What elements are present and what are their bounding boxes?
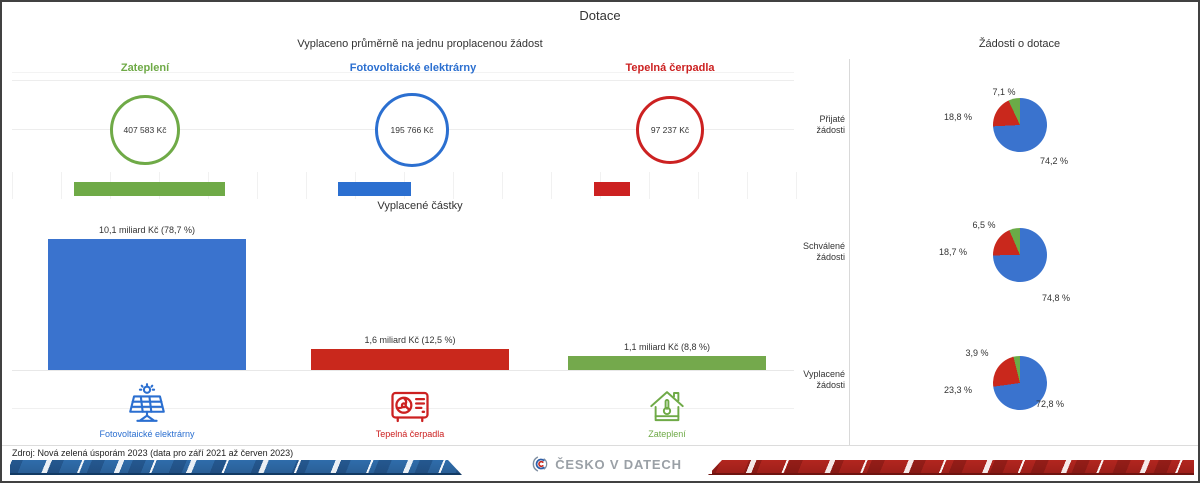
- pie3-red-label: 23,3 %: [943, 385, 972, 395]
- bar-cerpadla: [311, 349, 509, 370]
- category-title-cerpadla: Tepelná čerpadla: [625, 62, 715, 74]
- tick: [551, 172, 552, 199]
- tick: [796, 172, 797, 199]
- gridline: [12, 72, 794, 73]
- legend-fotovoltaika: [47, 383, 247, 429]
- avg-value-fotovoltaika: 195 766 Kč: [390, 125, 434, 135]
- amounts-chart-title: Vyplacené částky: [377, 200, 463, 212]
- tick: [453, 172, 454, 199]
- gridline: [12, 408, 794, 409]
- pie2-red-label: 18,7 %: [938, 247, 967, 257]
- legend-cerpadla: [310, 386, 510, 428]
- bar-label-fotovoltaika: 10,1 miliard Kč (78,7 %): [98, 225, 196, 235]
- decorative-banner-red: [708, 460, 1194, 475]
- gridline: [12, 80, 794, 81]
- tick: [502, 172, 503, 199]
- bar-fotovoltaika: [48, 239, 246, 370]
- legend-zatepleni: [567, 386, 767, 428]
- avg-circle-fotovoltaika: 195 766 Kč: [375, 93, 449, 167]
- pie-prijate-zadosti: [993, 98, 1047, 152]
- pie-schvalene-zadosti: [993, 228, 1047, 282]
- pie2-green-label: 6,5 %: [972, 220, 996, 230]
- tick: [698, 172, 699, 199]
- avg-mini-bar-fotovoltaika: [338, 182, 411, 196]
- decorative-banner-blue: [10, 460, 462, 475]
- baseline: [12, 370, 794, 371]
- tick: [306, 172, 307, 199]
- footer-divider: [2, 445, 1198, 446]
- tick: [747, 172, 748, 199]
- pie-vyplacene-zadosti: [993, 356, 1047, 410]
- avg-value-zatepleni: 407 583 Kč: [123, 125, 167, 135]
- row-label-vyplacene: Vyplacené žádosti: [803, 369, 845, 390]
- cesko-v-datech-logo: ČESKO V DATECH: [502, 454, 712, 474]
- pie3-blue-label: 72,8 %: [1036, 399, 1065, 409]
- pie3-green-label: 3,9 %: [965, 348, 989, 358]
- avg-mini-bar-zatepleni: [74, 182, 225, 196]
- pie-panel-border: [849, 59, 850, 445]
- logo-text: ČESKO V DATECH: [555, 456, 682, 472]
- bar-zatepleni: [568, 356, 766, 370]
- avg-chart-title: Vyplaceno průměrně na jednu proplacenou …: [297, 38, 543, 50]
- avg-value-cerpadla: 97 237 Kč: [650, 125, 690, 135]
- pie1-red-label: 18,8 %: [943, 112, 972, 122]
- avg-mini-bar-cerpadla: [594, 182, 630, 196]
- legend-label-fotovoltaika: Fotovoltaické elektrárny: [99, 429, 195, 439]
- category-title-fotovoltaika: Fotovoltaické elektrárny: [349, 62, 477, 74]
- page-title: Dotace: [579, 8, 621, 23]
- legend-label-zatepleni: Zateplení: [648, 429, 686, 439]
- pie2-blue-label: 74,8 %: [1042, 293, 1071, 303]
- row-label-prijate: Přijaté žádosti: [816, 114, 845, 135]
- source-note: Zdroj: Nová zelená úsporám 2023 (data pr…: [12, 448, 294, 458]
- logo-mark-icon: [532, 455, 550, 473]
- bar-label-cerpadla: 1,6 miliard Kč (12,5 %): [364, 335, 456, 345]
- tick: [649, 172, 650, 199]
- category-title-zatepleni: Zateplení: [120, 62, 170, 74]
- insulated-house-icon: [646, 386, 688, 428]
- heat-pump-icon: [389, 386, 431, 428]
- tick: [12, 172, 13, 199]
- pie1-blue-label: 74,2 %: [1040, 156, 1069, 166]
- bar-label-zatepleni: 1,1 miliard Kč (8,8 %): [623, 342, 711, 352]
- pies-chart-title: Žádosti o dotace: [978, 38, 1061, 50]
- row-label-schvalene: Schválené žádosti: [802, 241, 845, 262]
- avg-circle-cerpadla: 97 237 Kč: [636, 96, 704, 164]
- solar-panel-icon: [124, 383, 170, 429]
- pie1-green-label: 7,1 %: [992, 87, 1016, 97]
- tick: [257, 172, 258, 199]
- avg-circle-zatepleni: 407 583 Kč: [110, 95, 180, 165]
- tick: [61, 172, 62, 199]
- legend-label-cerpadla: Tepelná čerpadla: [375, 429, 445, 439]
